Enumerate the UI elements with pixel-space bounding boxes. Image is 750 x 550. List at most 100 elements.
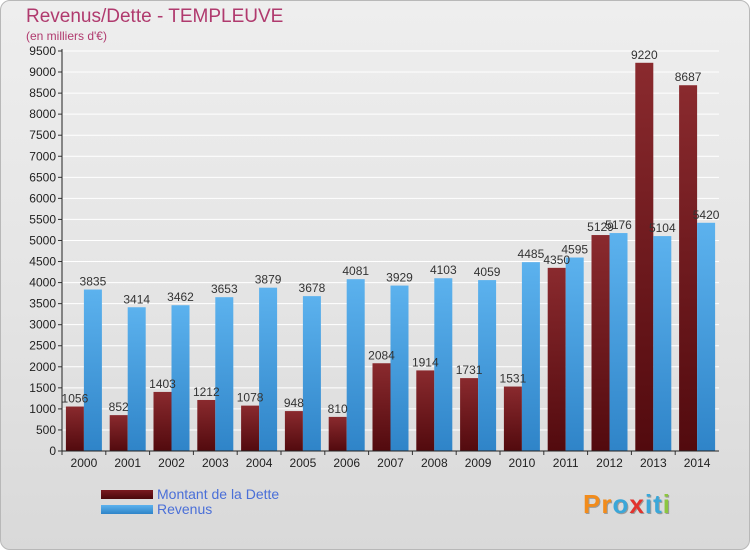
x-tick-label-2009: 2009 [465,456,492,470]
data-label-dette-2011: 4350 [543,253,570,267]
x-tick-label-2007: 2007 [377,456,404,470]
data-label-dette-2001: 852 [109,400,129,414]
bar-dette-2000 [65,406,84,451]
y-tick-label: 4500 [29,255,56,269]
x-tick-label-2000: 2000 [71,456,98,470]
x-tick-label-2003: 2003 [202,456,229,470]
bar-dette-2006 [328,416,347,451]
bar-revenus-2013 [653,236,672,451]
y-tick-label: 7500 [29,128,56,142]
y-tick-label: 3500 [29,297,56,311]
data-label-dette-2006: 810 [328,402,348,416]
x-tick-label-2006: 2006 [333,456,360,470]
data-label-revenus-2012: 5176 [605,218,632,232]
data-label-dette-2012: 5129 [587,220,614,234]
x-tick-label-2012: 2012 [596,456,623,470]
logo-letter: x [629,489,645,519]
data-label-revenus-2013: 5104 [649,221,676,235]
legend-swatch-dette [101,490,153,499]
bar-dette-2003 [197,399,216,451]
data-label-dette-2014: 8687 [675,70,702,84]
x-tick-label-2004: 2004 [246,456,273,470]
bar-revenus-2011 [565,257,584,451]
bar-revenus-2005 [302,296,321,451]
data-label-revenus-2005: 3678 [299,281,326,295]
legend-label-dette: Montant de la Dette [157,486,280,502]
data-label-revenus-2003: 3653 [211,282,238,296]
bar-dette-2010 [503,386,522,451]
bar-dette-2012 [591,235,610,451]
x-tick-label-2014: 2014 [684,456,711,470]
logo-letter: o [612,489,630,519]
y-tick-label: 4000 [29,276,56,290]
logo-letter: i [644,489,654,519]
bar-revenus-2000 [83,289,102,451]
bar-revenus-2009 [478,280,497,451]
chart-title: Revenus/Dette - TEMPLEUVE [26,6,284,27]
bar-revenus-2014 [697,222,716,451]
logo-letter: P [583,489,602,519]
data-label-revenus-2008: 4103 [430,263,457,277]
y-tick-label: 8000 [29,107,56,121]
y-tick-label: 0 [49,444,56,458]
bar-revenus-2002 [171,305,190,451]
data-label-revenus-2009: 4059 [474,265,501,279]
axes [61,49,719,452]
logo-letter: i [662,489,671,519]
y-axis-ticks: 0 500 1000 1500 2000 2500 3000 3500 4000 4500 5000… [29,44,62,458]
bar-dette-2014 [679,85,698,452]
y-tick-label: 6000 [29,191,56,205]
x-tick-label-2008: 2008 [421,456,448,470]
data-label-revenus-2010: 4485 [518,247,545,261]
data-label-dette-2003: 1212 [193,385,220,399]
data-label-revenus-2004: 3879 [255,273,282,287]
y-tick-label: 3000 [29,318,56,332]
bar-dette-2004 [241,405,260,451]
bar-revenus-2001 [127,307,146,451]
bar-revenus-2008 [434,278,453,451]
data-label-dette-2009: 1731 [456,363,483,377]
x-axis-ticks: 2000 2001 2002 2003 2004 2005 2006 2007 2008 2009… [61,451,711,470]
bar-dette-2011 [547,267,566,451]
y-tick-label: 5000 [29,233,56,247]
x-tick-label-2005: 2005 [290,456,317,470]
bar-revenus-2012 [609,233,628,451]
data-label-dette-2005: 948 [284,396,304,410]
bar-dette-2009 [460,378,479,451]
x-tick-label-2013: 2013 [640,456,667,470]
x-tick-label-2010: 2010 [509,456,536,470]
data-label-dette-2004: 1078 [237,391,264,405]
y-tick-label: 5500 [29,212,56,226]
data-label-revenus-2002: 3462 [167,290,194,304]
bar-revenus-2004 [259,287,278,451]
y-tick-label: 6500 [29,170,56,184]
x-tick-label-2002: 2002 [158,456,185,470]
data-label-revenus-2006: 4081 [342,264,369,278]
legend-swatch-revenus [101,505,153,514]
bars: 1056 3835 852 3414 1403 3462 1212 3653 1078 3879 9… [62,48,720,452]
x-tick-label-2001: 2001 [114,456,141,470]
y-tick-label: 9500 [29,44,56,58]
data-label-revenus-2000: 3835 [80,275,107,289]
bar-dette-2007 [372,363,391,451]
data-label-dette-2013: 9220 [631,48,658,62]
bar-dette-2013 [635,62,654,451]
legend-label-revenus: Revenus [157,501,213,517]
data-label-dette-2000: 1056 [62,392,89,406]
proxiti-logo: Proxiti [583,489,671,520]
chart-subtitle: (en milliers d'€) [26,29,107,43]
y-tick-label: 2000 [29,360,56,374]
data-label-revenus-2007: 3929 [386,271,413,285]
y-tick-label: 1500 [29,381,56,395]
x-tick-label-2011: 2011 [553,456,579,470]
bar-revenus-2006 [346,279,365,451]
data-label-dette-2007: 2084 [368,348,395,362]
y-tick-label: 1000 [29,402,56,416]
y-tick-label: 500 [36,423,56,437]
bar-dette-2005 [284,411,303,451]
y-tick-label: 7000 [29,149,56,163]
bar-dette-2008 [416,370,435,451]
logo-letter: r [601,489,613,519]
